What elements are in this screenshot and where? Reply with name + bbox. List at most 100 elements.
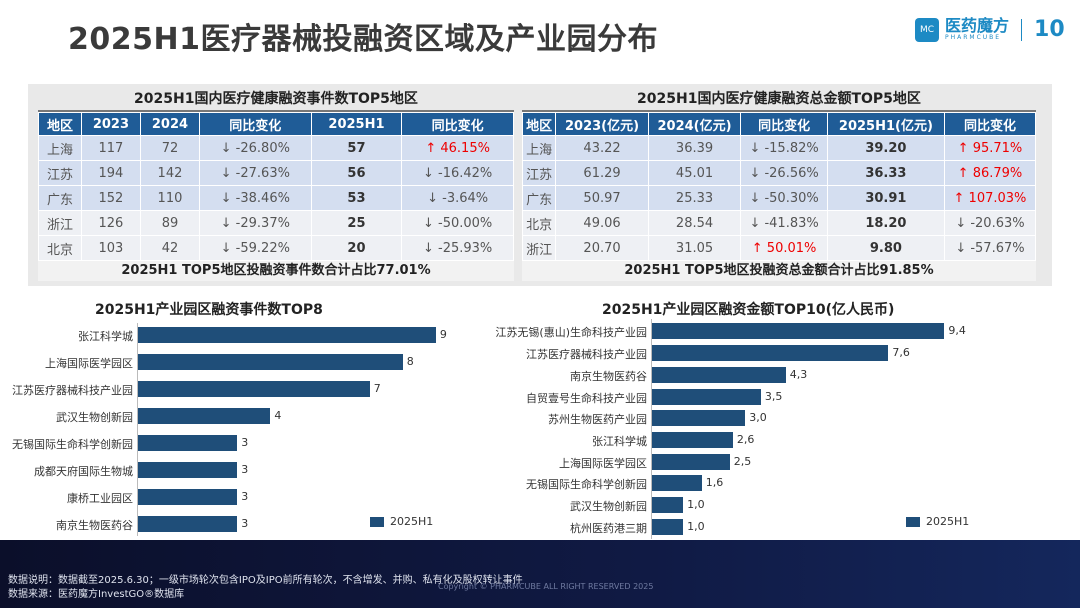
table-cell: ↓ -50.30% — [740, 185, 828, 211]
event-count-table: 2025H1国内医疗健康融资事件数TOP5地区 地区 2023 2024 同比变化 202… — [38, 88, 514, 281]
category-label: 上海国际医学园区 — [45, 357, 133, 370]
column-header: 同比变化 — [943, 112, 1037, 136]
table-cell: 39.20 — [826, 135, 945, 161]
table-cell: 43.22 — [555, 135, 649, 161]
bar — [138, 462, 238, 478]
table-cell: 126 — [80, 210, 141, 236]
bar — [652, 497, 684, 513]
table-cell: 89 — [139, 210, 200, 236]
table-cell: 北京 — [521, 210, 557, 236]
table-summary: 2025H1 TOP5地区投融资总金额合计占比91.85% — [522, 261, 1036, 281]
bar — [652, 475, 702, 491]
category-label: 自贸壹号生命科技产业园 — [526, 392, 647, 405]
table-cell: 45.01 — [647, 160, 742, 186]
table-cell: 142 — [139, 160, 200, 186]
data-label: 9 — [439, 328, 447, 341]
pharmcube-logo: MC 医药魔方 PHARMCUBE 10 — [915, 17, 1065, 42]
bar — [652, 454, 730, 470]
data-label: 9,4 — [948, 324, 966, 337]
category-label: 无锡国际生命科学创新园 — [12, 438, 133, 451]
table-cell: 36.39 — [647, 135, 742, 161]
legend-swatch — [370, 517, 384, 527]
table-cell: 9.80 — [826, 235, 945, 261]
table-cell: ↓ -59.22% — [198, 235, 312, 261]
category-label: 南京生物医药谷 — [56, 519, 133, 532]
data-label: 1,6 — [705, 476, 724, 489]
column-header: 地区 — [521, 112, 557, 136]
data-note: 数据说明：数据截至2025.6.30；一级市场轮次包含IPO及IPO前所有轮次，… — [8, 575, 523, 586]
category-label: 康桥工业园区 — [67, 492, 133, 505]
data-label: 7,6 — [892, 346, 910, 359]
table-summary: 2025H1 TOP5地区投融资事件数合计占比77.01% — [38, 261, 514, 281]
logo-cn: 医药魔方 — [945, 16, 1010, 35]
category-label: 苏州生物医药产业园 — [548, 413, 647, 426]
data-label: 3,0 — [749, 411, 767, 424]
category-axis — [137, 323, 138, 536]
category-label: 杭州医药港三期 — [570, 522, 647, 535]
table-cell: 30.91 — [826, 185, 945, 211]
bar — [652, 367, 786, 383]
category-label: 张江科学城 — [78, 330, 133, 343]
table-cell: ↑ 86.79% — [943, 160, 1037, 186]
bar — [138, 435, 238, 451]
data-table: 地区 2023(亿元) 2024(亿元) 同比变化 2025H1(亿元) 同比变化 上海 43… — [521, 112, 1037, 261]
table-cell: 25 — [310, 210, 403, 236]
table-cell: ↑ 95.71% — [943, 135, 1037, 161]
category-label: 无锡国际生命科学创新园 — [526, 478, 647, 491]
table-cell: 浙江 — [521, 235, 557, 261]
table-cell: ↓ -25.93% — [401, 235, 514, 261]
data-label: 3 — [241, 436, 249, 449]
page-title: 2025H1医疗器械投融资区域及产业园分布 — [68, 22, 658, 57]
column-header: 2025H1(亿元) — [826, 112, 945, 136]
table-row: 上海 43.22 36.39 ↓ -15.82% 39.20 ↑ 95.71% — [521, 135, 1037, 161]
table-cell: ↓ -27.63% — [198, 160, 312, 186]
table-cell: ↓ -38.46% — [198, 185, 312, 211]
logo-en: PHARMCUBE — [945, 34, 1002, 41]
table-row: 江苏 194 142 ↓ -27.63% 56 ↓ -16.42% — [38, 160, 514, 186]
bar — [138, 354, 403, 370]
table-cell: 53 — [310, 185, 403, 211]
category-label: 江苏无锡(惠山)生命科技产业园 — [495, 326, 647, 339]
category-label: 张江科学城 — [592, 435, 647, 448]
table-cell: 103 — [80, 235, 141, 261]
table-title: 2025H1国内医疗健康融资总金额TOP5地区 — [522, 88, 1036, 112]
table-cell: ↓ -3.64% — [401, 185, 514, 211]
table-cell: 110 — [139, 185, 200, 211]
copyright: Copyright © PHARMCUBE ALL RIGHT RESERVED… — [438, 582, 654, 591]
table-cell: 江苏 — [521, 160, 557, 186]
table-cell: 28.54 — [647, 210, 742, 236]
bar — [652, 389, 761, 405]
table-row: 广东 50.97 25.33 ↓ -50.30% 30.91 ↑ 107.03% — [521, 185, 1037, 211]
table-row: 江苏 61.29 45.01 ↓ -26.56% 36.33 ↑ 86.79% — [521, 160, 1037, 186]
data-label: 7 — [373, 382, 381, 395]
category-axis — [651, 319, 652, 539]
column-header: 同比变化 — [401, 112, 514, 136]
category-label: 上海国际医学园区 — [559, 457, 647, 470]
data-label: 1,0 — [687, 520, 705, 533]
data-label: 3 — [241, 463, 249, 476]
legend-label: 2025H1 — [390, 515, 434, 528]
table-cell: 152 — [80, 185, 141, 211]
table-cell: 20 — [310, 235, 403, 261]
data-label: 4 — [274, 409, 282, 422]
bar — [652, 345, 889, 361]
column-header: 2025H1 — [310, 112, 403, 136]
table-cell: 广东 — [521, 185, 557, 211]
table-cell: ↑ 46.15% — [401, 135, 514, 161]
data-label: 4,3 — [789, 368, 808, 381]
category-label: 江苏医疗器械科技产业园 — [526, 348, 647, 361]
table-cell: 42 — [139, 235, 200, 261]
category-label: 南京生物医药谷 — [570, 370, 647, 383]
table-cell: ↓ -15.82% — [740, 135, 828, 161]
table-cell: ↓ -20.63% — [943, 210, 1037, 236]
table-row: 北京 49.06 28.54 ↓ -41.83% 18.20 ↓ -20.63% — [521, 210, 1037, 236]
table-row: 广东 152 110 ↓ -38.46% 53 ↓ -3.64% — [38, 185, 514, 211]
data-label: 3 — [241, 517, 249, 530]
table-cell: 61.29 — [555, 160, 649, 186]
table-cell: ↓ -29.37% — [198, 210, 312, 236]
table-cell: ↓ -41.83% — [740, 210, 828, 236]
table-row: 浙江 20.70 31.05 ↑ 50.01% 9.80 ↓ -57.67% — [521, 235, 1037, 261]
table-cell: 上海 — [521, 135, 557, 161]
table-cell: ↑ 107.03% — [943, 185, 1037, 211]
table-cell: 20.70 — [555, 235, 649, 261]
